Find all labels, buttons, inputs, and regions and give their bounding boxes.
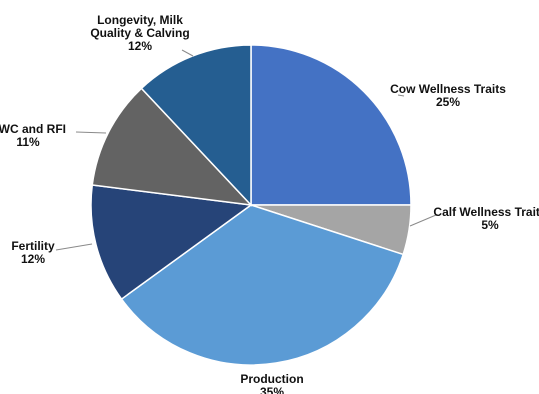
pie-slice-bwc-and-rfi <box>91 87 253 207</box>
leader-line-3 <box>55 243 93 251</box>
slice-name-label: Quality & Calving <box>90 26 189 40</box>
slice-value-label: 12% <box>21 252 45 266</box>
slice-label-0: Cow Wellness Traits 25% <box>390 82 506 109</box>
pie-slice-longevity-milk-quality-calving <box>140 44 252 207</box>
slice-name-label: Production <box>240 372 303 386</box>
slice-label-1: Calf Wellness Traits 5% <box>433 205 539 232</box>
slice-value-label: 5% <box>481 218 499 232</box>
label-leader-lines <box>55 49 437 251</box>
pie-slices <box>90 44 412 366</box>
slice-name-label: Calf Wellness Traits <box>433 205 539 219</box>
slice-value-label: 12% <box>128 39 152 53</box>
leader-line-1 <box>409 214 437 227</box>
slice-name-label: BWC and RFI <box>0 122 66 136</box>
slice-name-label: Longevity, Milk <box>97 13 183 27</box>
slice-labels: Cow Wellness Traits 25% Calf Wellness Trai… <box>0 13 539 394</box>
slice-label-3: Fertility 12% <box>11 239 55 266</box>
leader-line-4 <box>75 131 107 134</box>
slice-value-label: 25% <box>436 95 460 109</box>
slice-label-5: Longevity, Milk Quality & Calving 12% <box>90 13 189 53</box>
pie-slice-fertility <box>90 184 253 301</box>
pie-slice-production <box>120 204 405 366</box>
leader-line-0 <box>397 94 405 97</box>
slice-value-label: 11% <box>16 135 40 149</box>
slice-value-label: 35% <box>260 385 284 394</box>
slice-label-2: Production 35% <box>240 372 303 394</box>
slice-name-label: Cow Wellness Traits <box>390 82 506 96</box>
slice-name-label: Fertility <box>11 239 55 253</box>
pie-slice-cow-wellness-traits <box>250 44 412 206</box>
leader-line-5 <box>181 49 194 57</box>
